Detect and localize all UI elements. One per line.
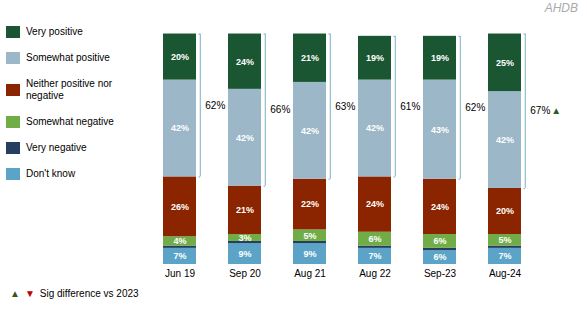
svg-text:26%: 26% bbox=[171, 202, 189, 212]
svg-text:24%: 24% bbox=[366, 199, 384, 209]
svg-text:42%: 42% bbox=[366, 123, 384, 133]
svg-text:62%: 62% bbox=[205, 100, 225, 111]
svg-text:7%: 7% bbox=[498, 251, 511, 261]
svg-text:20%: 20% bbox=[496, 206, 514, 216]
html-text:Somewhat negative: Somewhat negative bbox=[26, 116, 114, 127]
svg-text:9%: 9% bbox=[238, 249, 251, 259]
html-text:Somewhat positive: Somewhat positive bbox=[26, 52, 110, 63]
svg-text:4%: 4% bbox=[173, 236, 186, 246]
svg-text:5%: 5% bbox=[498, 235, 511, 245]
html-text:Don't know: Don't know bbox=[26, 168, 76, 179]
svg-text:9%: 9% bbox=[303, 249, 316, 259]
svg-text:43%: 43% bbox=[431, 125, 449, 135]
svg-text:24%: 24% bbox=[431, 202, 449, 212]
svg-text:Aug 22: Aug 22 bbox=[359, 268, 391, 279]
svg-text:6%: 6% bbox=[433, 252, 446, 262]
svg-text:42%: 42% bbox=[171, 123, 189, 133]
svg-text:21%: 21% bbox=[236, 205, 254, 215]
svg-text:Jun 19: Jun 19 bbox=[165, 268, 195, 279]
svg-text:67%: 67% bbox=[530, 105, 550, 116]
svg-text:25%: 25% bbox=[496, 58, 514, 68]
svg-text:66%: 66% bbox=[270, 104, 290, 115]
svg-text:20%: 20% bbox=[171, 52, 189, 62]
html-text:Sig difference vs 2023: Sig difference vs 2023 bbox=[39, 288, 139, 299]
svg-text:21%: 21% bbox=[301, 53, 319, 63]
svg-text:22%: 22% bbox=[301, 199, 319, 209]
svg-text:7%: 7% bbox=[368, 251, 381, 261]
svg-text:7%: 7% bbox=[173, 251, 186, 261]
svg-text:5%: 5% bbox=[303, 231, 316, 241]
svg-text:62%: 62% bbox=[465, 102, 485, 113]
html-text:AHDB: AHDB bbox=[544, 1, 578, 15]
svg-text:24%: 24% bbox=[236, 57, 254, 67]
svg-text:19%: 19% bbox=[431, 53, 449, 63]
svg-text:19%: 19% bbox=[366, 53, 384, 63]
svg-text:61%: 61% bbox=[400, 101, 420, 112]
svg-text:42%: 42% bbox=[496, 135, 514, 145]
svg-text:42%: 42% bbox=[236, 133, 254, 143]
svg-text:Aug-24: Aug-24 bbox=[489, 268, 522, 279]
html-text:Very negative: Very negative bbox=[26, 142, 87, 153]
svg-text:▲: ▲ bbox=[551, 105, 561, 116]
svg-text:3%: 3% bbox=[238, 233, 251, 243]
svg-text:Aug 21: Aug 21 bbox=[294, 268, 326, 279]
html-text:Neither positive nor negative: Neither positive nor negative bbox=[26, 78, 113, 101]
svg-text:6%: 6% bbox=[368, 234, 381, 244]
svg-text:63%: 63% bbox=[335, 101, 355, 112]
svg-text:6%: 6% bbox=[433, 236, 446, 246]
svg-text:Sep 20: Sep 20 bbox=[229, 268, 261, 279]
svg-text:42%: 42% bbox=[301, 126, 319, 136]
svg-text:Sep-23: Sep-23 bbox=[424, 268, 457, 279]
html-text:Very positive: Very positive bbox=[26, 26, 83, 37]
